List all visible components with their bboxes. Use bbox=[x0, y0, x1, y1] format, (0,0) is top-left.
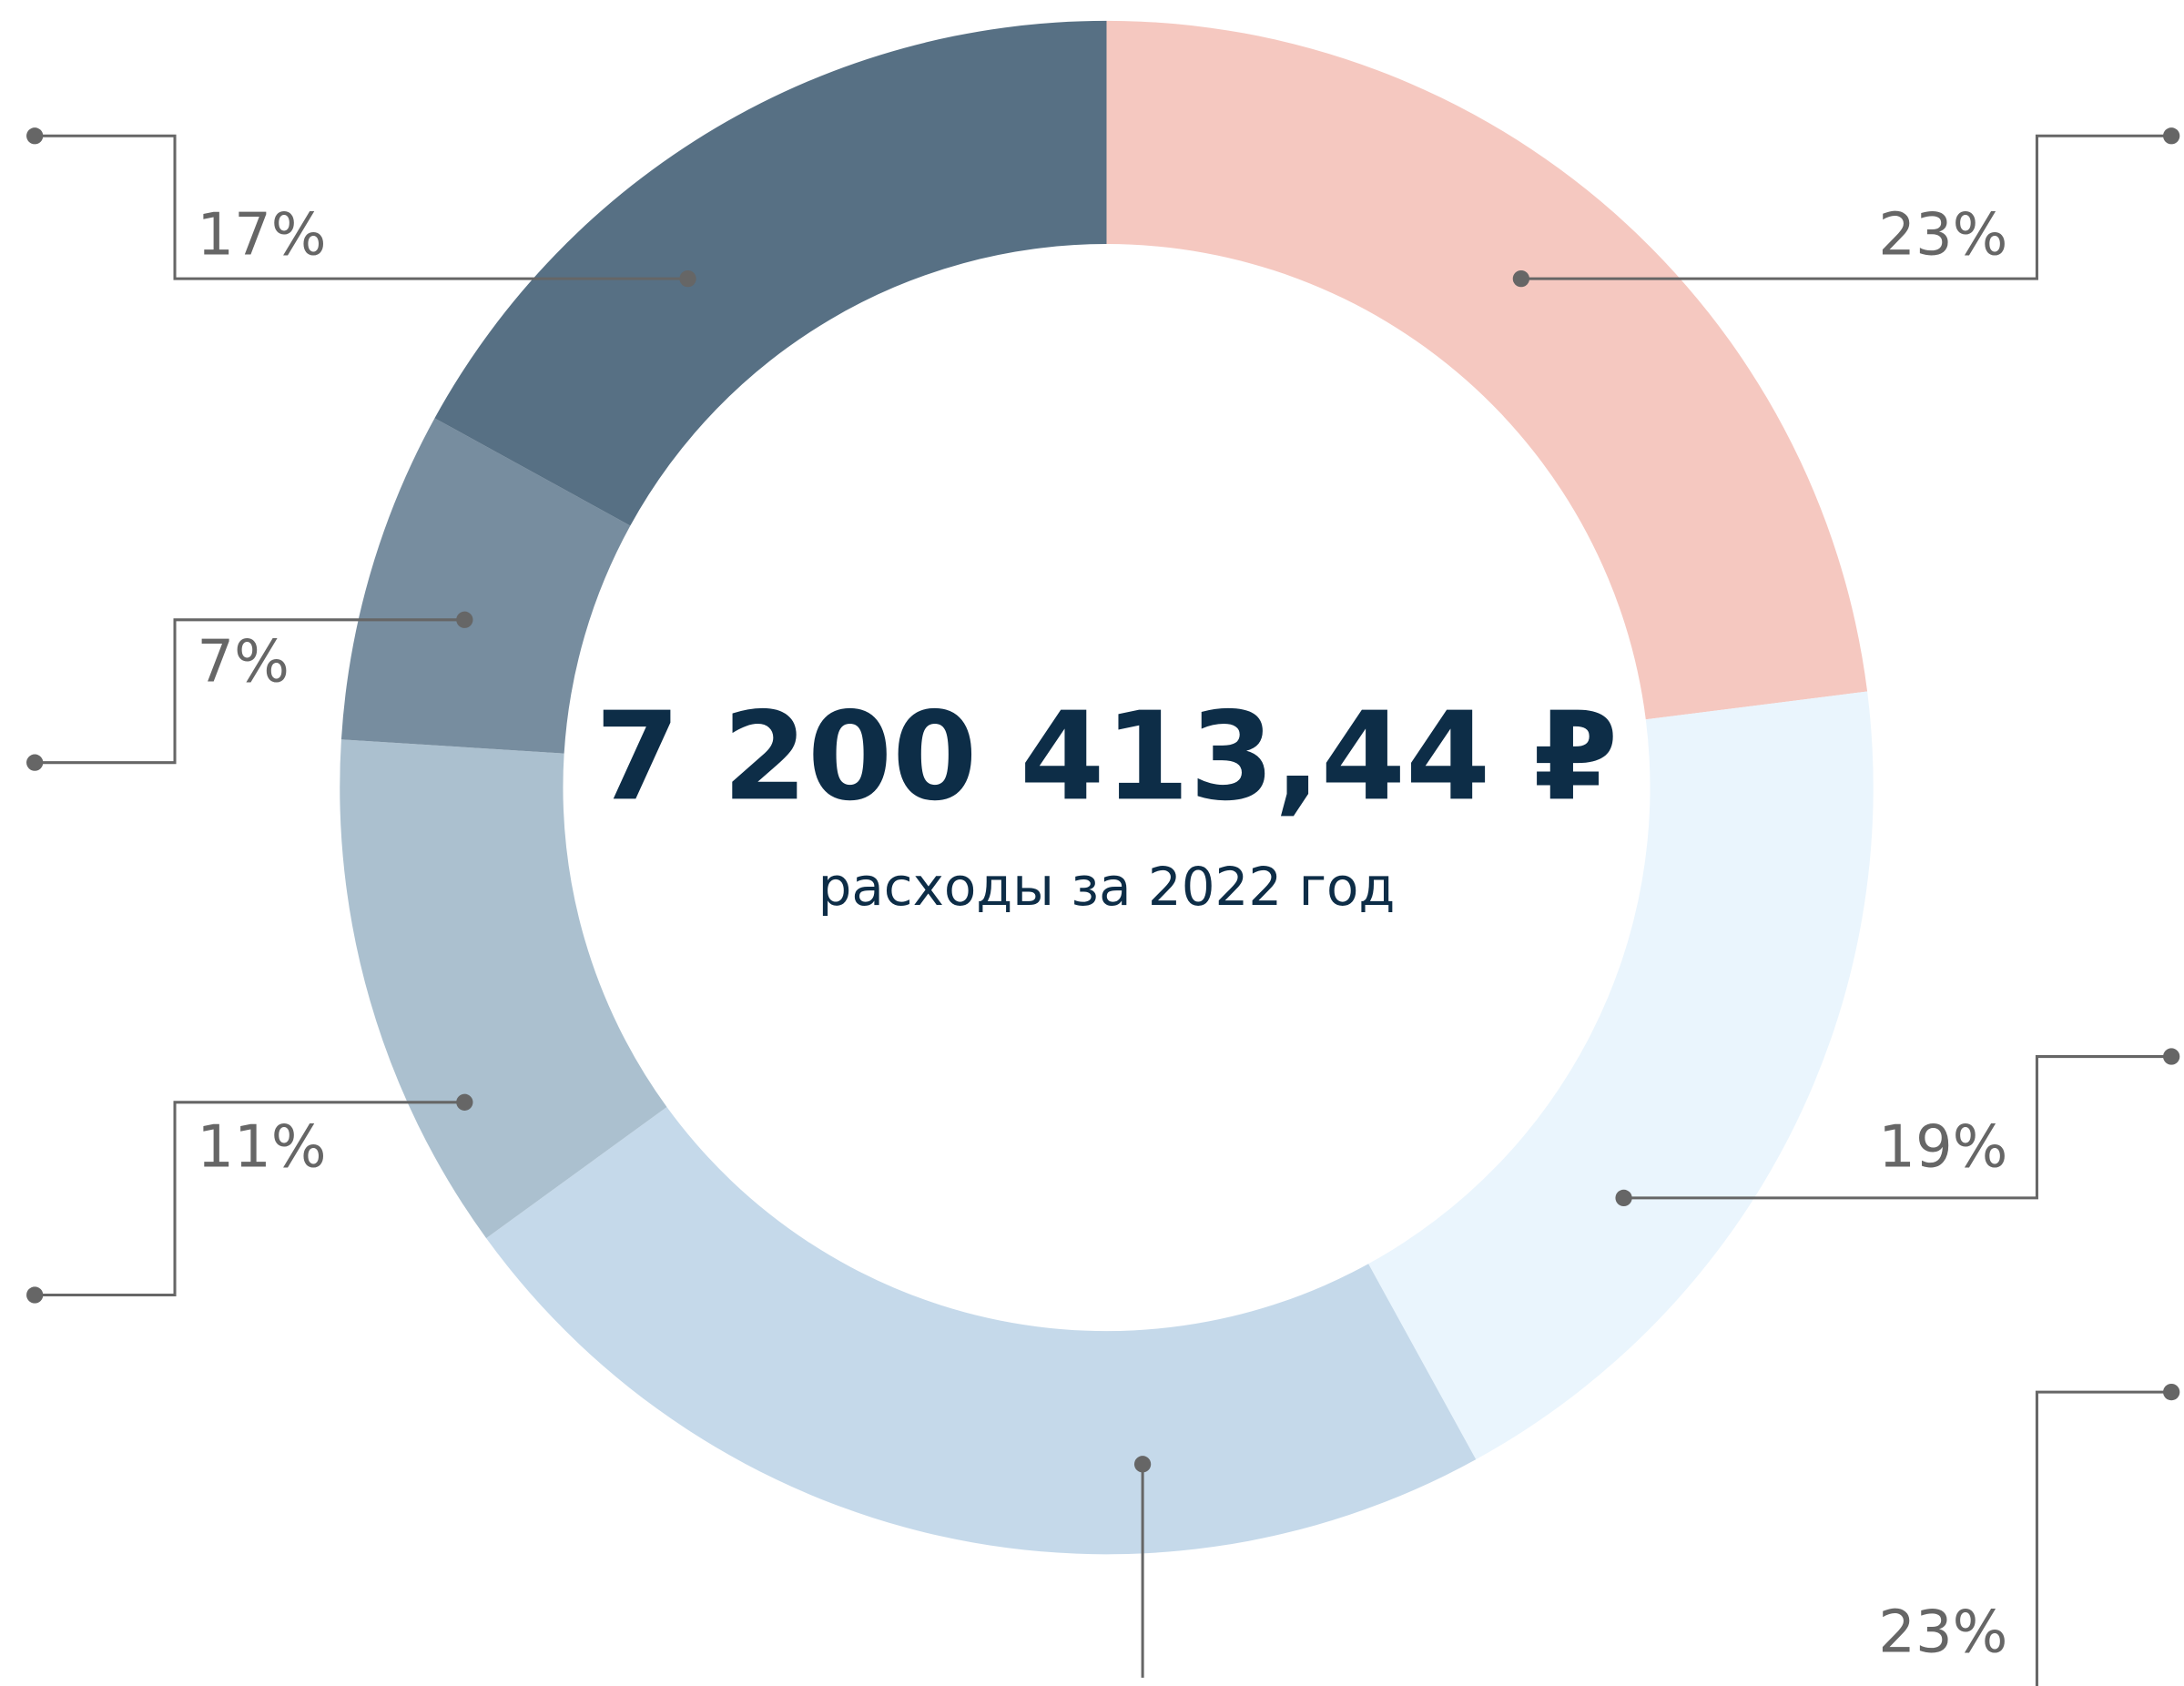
leader-line bbox=[1520, 134, 2172, 280]
leader-dot bbox=[679, 269, 696, 288]
percent-label: 7% bbox=[197, 629, 289, 696]
donut-segment bbox=[1106, 20, 1868, 720]
donut-segment bbox=[1368, 691, 1874, 1460]
leader-line bbox=[35, 134, 688, 280]
leader-line bbox=[35, 618, 465, 765]
subtitle: расходы за 2022 год bbox=[818, 856, 1396, 918]
percent-label: 19% bbox=[1878, 1114, 2007, 1182]
percent-label: 23% bbox=[1878, 202, 2007, 269]
leader-line bbox=[2035, 1390, 2172, 1686]
leader-dot bbox=[26, 1286, 44, 1304]
leader-dot bbox=[1512, 269, 1530, 288]
donut-segment bbox=[340, 739, 667, 1239]
percent-label: 11% bbox=[197, 1114, 326, 1182]
leader-dot bbox=[2163, 127, 2180, 145]
leader-dot bbox=[1615, 1189, 1632, 1207]
leader-dot bbox=[456, 1093, 473, 1111]
leader-dot bbox=[26, 127, 44, 145]
leader-dot bbox=[26, 754, 44, 771]
leader-dot bbox=[2163, 1383, 2180, 1401]
leader-line bbox=[1623, 1055, 2172, 1200]
leader-dot bbox=[1133, 1456, 1152, 1473]
donut-segment bbox=[486, 1107, 1477, 1555]
leader-line bbox=[35, 1101, 465, 1297]
percent-label: 17% bbox=[197, 202, 326, 269]
donut-segment bbox=[340, 418, 631, 754]
leader-dot bbox=[2163, 1048, 2180, 1065]
leader-dot bbox=[456, 611, 473, 628]
center-total: 7 200 413,44 ₽ bbox=[595, 686, 1618, 828]
donut-segment bbox=[434, 20, 1107, 526]
percent-label: 23% bbox=[1878, 1600, 2007, 1667]
